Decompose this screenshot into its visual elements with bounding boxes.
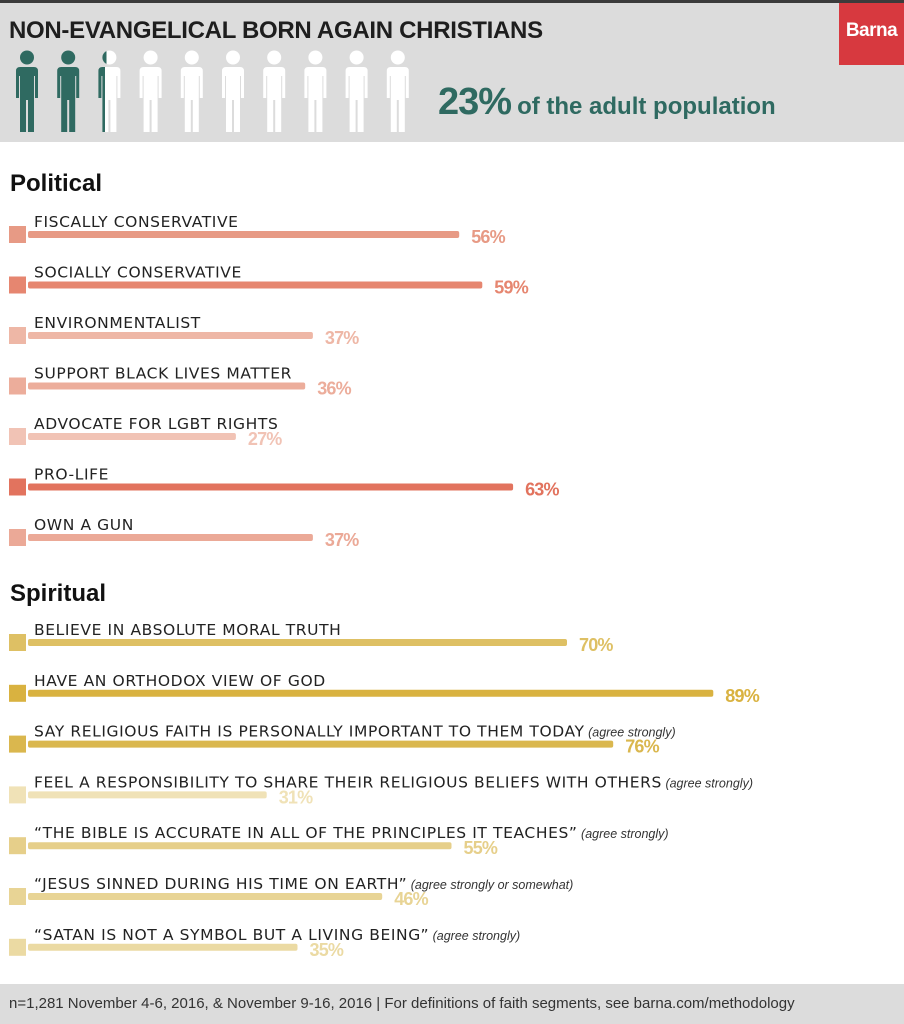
bar-category-label: ENVIRONMENTALIST [34,314,201,332]
bar-category-label: “THE BIBLE IS ACCURATE IN ALL OF THE PRI… [34,824,669,842]
bar [28,689,714,697]
stat-value: 23% [438,81,512,123]
bar [28,534,313,541]
bar-category-label: “JESUS SINNED DURING HIS TIME ON EARTH” … [34,875,573,893]
header-banner: NON-EVANGELICAL BORN AGAIN CHRISTIANS 23… [0,3,904,142]
bar [28,893,383,900]
bar [28,332,313,339]
bar-category-label: OWN A GUN [34,516,134,534]
bar-row-political: PRO-LIFE 63% [9,466,560,500]
bar-row-spiritual: “JESUS SINNED DURING HIS TIME ON EARTH” … [9,875,573,909]
person-icon [386,50,409,132]
bar-marker [9,786,26,804]
population-stat: 23% of the adult population [438,81,776,124]
bar-value-label: 36% [317,379,351,399]
bar [28,231,460,238]
footnote: n=1,281 November 4-6, 2016, & November 9… [9,995,795,1012]
bar-category-label: PRO-LIFE [34,466,109,484]
bar-category-label: FISCALLY CONSERVATIVE [34,213,239,231]
bar [28,433,236,440]
bar-row-spiritual: “SATAN IS NOT A SYMBOL BUT A LIVING BEIN… [9,926,520,960]
bar-marker [9,529,26,546]
bar [28,791,267,799]
bar [28,639,567,646]
bar-value-label: 59% [494,278,528,298]
bar-value-label: 37% [325,530,359,550]
bar [28,281,483,289]
bar-row-political: FISCALLY CONSERVATIVE 56% [9,213,506,247]
bar-value-label: 70% [579,635,613,655]
bar-value-label: 37% [325,328,359,348]
bar-marker [9,276,26,294]
section-title-political: Political [10,170,103,197]
footer-bar: n=1,281 November 4-6, 2016, & November 9… [0,984,904,1024]
person-icon [304,50,327,132]
bar-category-label: “SATAN IS NOT A SYMBOL BUT A LIVING BEIN… [34,926,520,944]
page-title: NON-EVANGELICAL BORN AGAIN CHRISTIANS [9,17,543,44]
bar [28,483,514,491]
bar-row-political: SUPPORT BLACK LIVES MATTER 36% [9,365,352,399]
person-icon [57,50,80,132]
people-icon-row [16,50,409,132]
stat-text: of the adult population [517,93,776,120]
bar-marker [9,684,26,702]
person-icon [98,50,121,132]
bar-row-political: ENVIRONMENTALIST 37% [9,314,360,348]
bar-marker [9,478,26,496]
bar-row-spiritual: SAY RELIGIOUS FAITH IS PERSONALLY IMPORT… [9,723,676,757]
bar-row-political: OWN A GUN 37% [9,516,360,550]
bar-category-label: BELIEVE IN ABSOLUTE MORAL TRUTH [34,621,341,639]
bar [28,842,452,850]
bar-category-label: SUPPORT BLACK LIVES MATTER [34,365,292,383]
top-rule [0,0,904,3]
bar-marker [9,634,26,651]
bar-category-label: HAVE AN ORTHODOX VIEW OF GOD [34,672,326,690]
bar-value-label: 46% [394,889,428,909]
bar-category-label: FEEL A RESPONSIBILITY TO SHARE THEIR REL… [34,773,753,791]
bar-row-spiritual: HAVE AN ORTHODOX VIEW OF GOD 89% [9,672,761,706]
bar-row-spiritual: BELIEVE IN ABSOLUTE MORAL TRUTH 70% [9,621,614,655]
person-icon [180,50,203,132]
bar-value-label: 76% [625,737,659,757]
bar-value-label: 31% [279,787,313,807]
bar-value-label: 27% [248,429,282,449]
bar-marker [9,888,26,905]
bar-value-label: 35% [310,940,344,960]
bar-value-label: 56% [471,227,505,247]
bar [28,382,306,390]
bar-marker [9,837,26,855]
bar-marker [9,377,26,395]
person-icon [16,50,38,132]
person-icon [139,50,162,132]
bar-value-label: 55% [464,838,498,858]
bar-marker [9,428,26,445]
bar-category-label: SOCIALLY CONSERVATIVE [34,264,242,282]
barna-logo: Barna [839,3,904,65]
bar-category-label: ADVOCATE FOR LGBT RIGHTS [34,415,278,433]
bar-category-label: SAY RELIGIOUS FAITH IS PERSONALLY IMPORT… [34,723,676,741]
section-title-spiritual: Spiritual [10,580,107,607]
person-icon [345,50,368,132]
bar-marker [9,226,26,243]
bar-row-spiritual: FEEL A RESPONSIBILITY TO SHARE THEIR REL… [9,773,753,807]
bar [28,740,614,748]
person-icon [222,50,244,132]
bar-charts: FISCALLY CONSERVATIVE 56% SOCIALLY CONSERV… [9,213,761,960]
person-icon [263,50,286,132]
bar [28,943,298,951]
bar-marker [9,327,26,344]
bar-row-spiritual: “THE BIBLE IS ACCURATE IN ALL OF THE PRI… [9,824,669,858]
bar-marker [9,735,26,753]
bar-value-label: 89% [725,686,759,706]
bar-row-political: SOCIALLY CONSERVATIVE 59% [9,264,530,298]
bar-marker [9,938,26,956]
bar-value-label: 63% [525,480,559,500]
